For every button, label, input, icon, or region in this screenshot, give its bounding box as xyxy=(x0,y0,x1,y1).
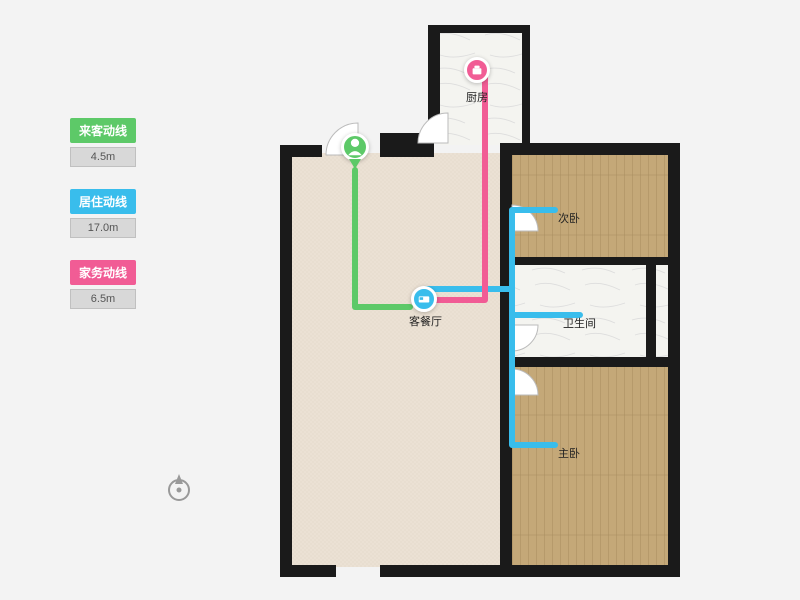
legend-item-guest: 来客动线 4.5m xyxy=(70,118,136,167)
legend-item-living: 居住动线 17.0m xyxy=(70,189,136,238)
floorplan-svg xyxy=(280,25,680,585)
legend-label: 家务动线 xyxy=(70,260,136,285)
legend-item-chores: 家务动线 6.5m xyxy=(70,260,136,309)
compass-icon xyxy=(162,470,196,504)
start-pin xyxy=(341,133,369,171)
livingroom-node-icon xyxy=(411,286,437,312)
room-label-kitchen: 厨房 xyxy=(466,89,488,105)
legend-label: 居住动线 xyxy=(70,189,136,214)
floorplan: 厨房 次卧 卫生间 客餐厅 主卧 xyxy=(280,25,680,585)
room-label-bathroom: 卫生间 xyxy=(563,315,596,331)
legend-value: 4.5m xyxy=(70,147,136,167)
room-label-livingroom: 客餐厅 xyxy=(409,313,442,329)
room-label-bedroom2: 次卧 xyxy=(558,210,580,226)
legend-label: 来客动线 xyxy=(70,118,136,143)
kitchen-node-icon xyxy=(464,57,490,83)
legend-value: 6.5m xyxy=(70,289,136,309)
legend: 来客动线 4.5m 居住动线 17.0m 家务动线 6.5m xyxy=(70,118,136,331)
room-label-bedroom1: 主卧 xyxy=(558,445,580,461)
legend-value: 17.0m xyxy=(70,218,136,238)
